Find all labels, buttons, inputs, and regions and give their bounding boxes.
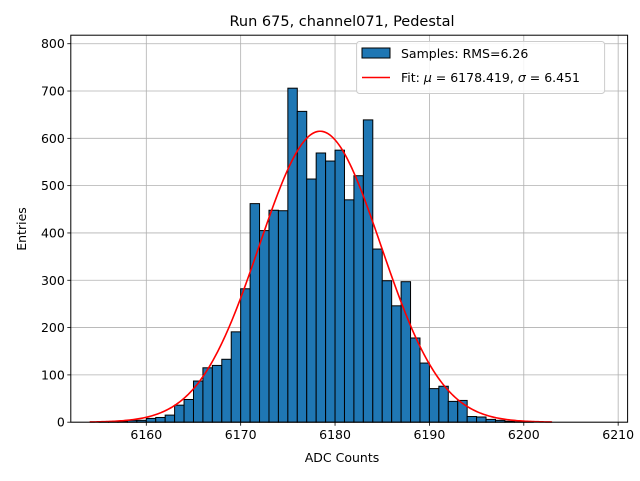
histogram-bar [326, 161, 335, 422]
histogram-bar [222, 359, 231, 422]
histogram-bar [344, 200, 353, 422]
histogram-bar [297, 111, 306, 422]
y-tick-label: 400 [41, 225, 65, 240]
y-tick-label: 200 [41, 320, 65, 335]
histogram-bar [260, 231, 269, 423]
histogram-bar [175, 405, 184, 422]
histogram-bar [382, 281, 391, 422]
histogram-bar [307, 179, 316, 422]
histogram-bar [420, 363, 429, 422]
x-tick-label: 6190 [414, 427, 446, 442]
y-tick-label: 500 [41, 178, 65, 193]
y-tick-label: 800 [41, 36, 65, 51]
histogram-bar [288, 88, 297, 422]
histogram-bar [231, 332, 240, 422]
histogram-bar [165, 415, 174, 422]
histogram-bar [241, 289, 250, 422]
histogram-bar [401, 282, 410, 423]
x-tick-label: 6210 [602, 427, 634, 442]
legend-mu-symbol: μ [423, 70, 432, 85]
histogram-bar [429, 389, 438, 423]
histogram-bar [448, 401, 457, 422]
x-axis-label: ADC Counts [305, 450, 380, 465]
histogram-bar [269, 210, 278, 422]
histogram-bar [392, 306, 401, 422]
histogram-bar [439, 386, 448, 422]
x-tick-label: 6160 [130, 427, 162, 442]
histogram-bar [184, 399, 193, 422]
histogram-bar [335, 150, 344, 422]
y-tick-label: 300 [41, 273, 65, 288]
histogram-bar [316, 153, 325, 422]
histogram-bar [250, 204, 259, 423]
y-tick-label: 700 [41, 84, 65, 99]
histogram-bar [156, 417, 165, 422]
histogram-bar [411, 338, 420, 422]
legend-fit-label: Fit: μ = 6178.419, σ = 6.451 [401, 70, 580, 85]
histogram-bar [373, 249, 382, 422]
x-tick-label: 6200 [508, 427, 540, 442]
x-tick-label: 6180 [319, 427, 351, 442]
legend-histogram-label: Samples: RMS=6.26 [401, 46, 528, 61]
legend-sep: , [510, 70, 518, 85]
x-tick-label: 6170 [225, 427, 257, 442]
legend-mu-eq: = [432, 70, 450, 85]
legend-fit-prefix: Fit: [401, 70, 424, 85]
legend-sigma-value: 6.451 [544, 70, 580, 85]
histogram-bar [212, 365, 221, 422]
legend: Samples: RMS=6.26 Fit: μ = 6178.419, σ =… [357, 42, 605, 94]
legend-sigma-eq: = [526, 70, 544, 85]
histogram-bar [477, 417, 486, 422]
legend-histogram-swatch [362, 48, 390, 58]
y-axis-label: Entries [14, 207, 29, 251]
y-tick-label: 100 [41, 367, 65, 382]
chart-title: Run 675, channel071, Pedestal [229, 14, 454, 30]
histogram-bar [278, 211, 287, 422]
histogram-bar [363, 120, 372, 422]
y-tick-label: 600 [41, 131, 65, 146]
histogram-bar [203, 368, 212, 422]
legend-mu-value: 6178.419 [450, 70, 510, 85]
histogram-bar [146, 418, 155, 422]
histogram-bar [354, 176, 363, 422]
histogram-bar [467, 417, 476, 423]
y-tick-label: 0 [57, 415, 65, 430]
